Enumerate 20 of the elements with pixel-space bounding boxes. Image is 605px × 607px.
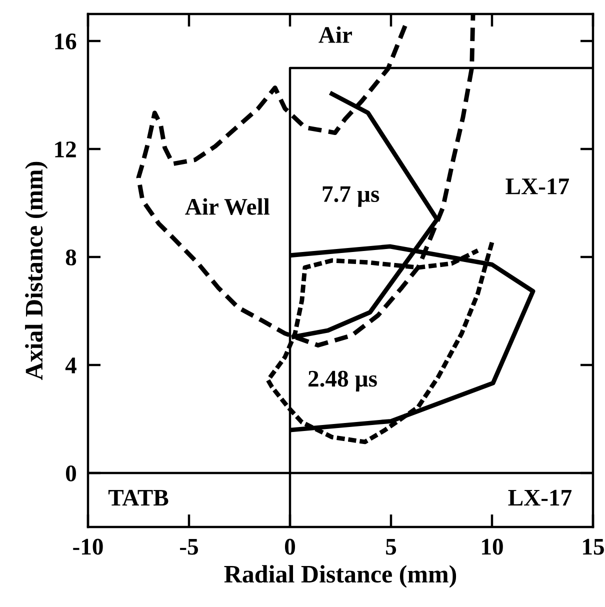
x-tick-label: 0 xyxy=(284,538,296,555)
x-tick-label: 15 xyxy=(583,538,604,555)
annotation: Air Well xyxy=(185,198,270,215)
annotation: LX-17 xyxy=(506,178,570,194)
annotation: 7.7 µs xyxy=(322,186,380,207)
annotation: LX-17 xyxy=(508,490,572,506)
y-tick-label: 8 xyxy=(66,249,76,266)
x-axis-title: Radial Distance (mm) xyxy=(224,565,456,588)
y-axis-title: Axial Distance (mm) xyxy=(25,162,48,380)
y-tick-label: 16 xyxy=(55,34,76,50)
annotation: Air xyxy=(318,26,352,43)
annotation: TATB xyxy=(108,490,168,506)
y-tick-label: 12 xyxy=(55,142,76,158)
annotation: 2.48 µs xyxy=(308,370,377,392)
y-tick-label: 0 xyxy=(66,465,76,482)
x-tick-label: 10 xyxy=(482,538,503,555)
x-tick-label: -10 xyxy=(73,538,103,555)
x-tick-label: 5 xyxy=(386,539,396,555)
y-tick-label: 4 xyxy=(65,358,76,374)
x-tick-label: -5 xyxy=(180,539,198,555)
